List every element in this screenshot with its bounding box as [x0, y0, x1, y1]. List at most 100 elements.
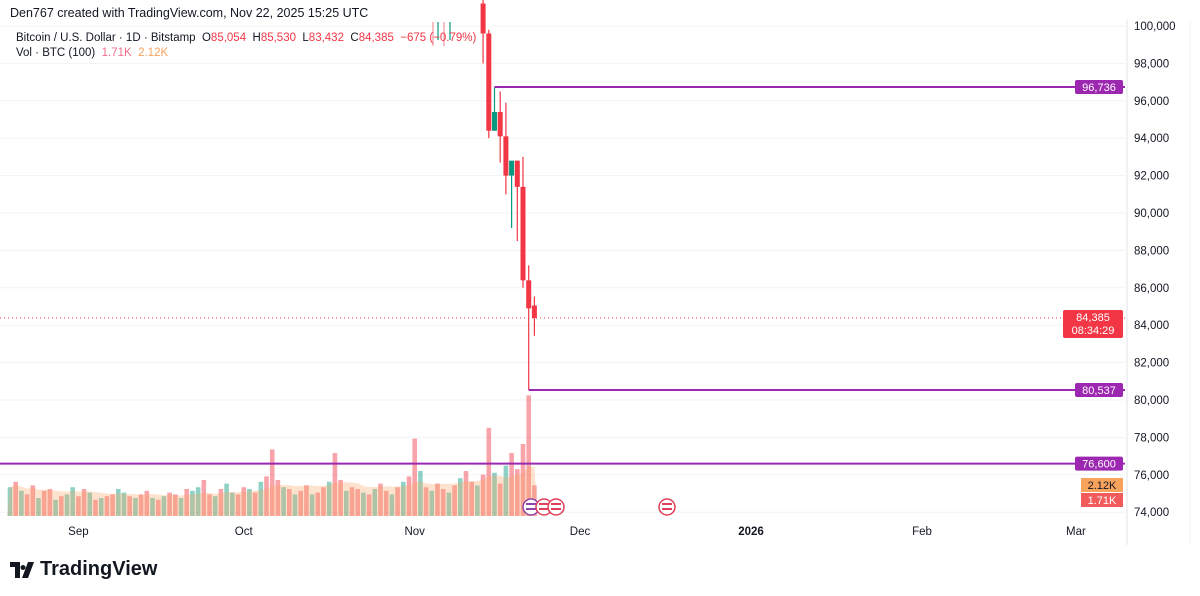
volume-bar	[503, 465, 509, 516]
candle-body	[531, 305, 537, 319]
volume-bar	[178, 498, 184, 516]
flag-stripe-icon	[526, 508, 536, 510]
volume-bar	[429, 490, 435, 516]
y-tick-label: 86,000	[1134, 283, 1169, 295]
volume-bar	[133, 498, 138, 516]
volume-bar	[446, 492, 452, 516]
volume-bar	[224, 483, 229, 516]
volume-ma-area	[7, 466, 538, 516]
volume-bar	[241, 487, 246, 516]
x-tick-label: Mar	[1066, 526, 1086, 538]
economic-event-icon	[658, 498, 676, 516]
volume-bar	[418, 471, 423, 516]
volume-bar	[287, 489, 292, 516]
candle-body	[480, 3, 486, 34]
x-tick-label: Feb	[912, 526, 932, 538]
volume-bar	[406, 476, 412, 516]
chart-legend: Bitcoin / U.S. Dollar · 1D · Bitstamp O8…	[16, 31, 476, 61]
last-price-label: 84,385	[1076, 312, 1110, 324]
volume-bar	[173, 494, 178, 516]
volume-bar	[440, 489, 446, 516]
volume-row: Vol · BTC (100) 1.71K 2.12K	[16, 46, 476, 61]
volume-bar	[515, 469, 520, 516]
volume-bar	[366, 494, 372, 516]
volume-bar	[104, 496, 110, 516]
volume-bar	[93, 499, 98, 516]
candle-body	[514, 160, 520, 187]
volume-bar	[389, 494, 395, 516]
level-price-tag	[1075, 80, 1123, 95]
candle-body	[497, 112, 503, 137]
volume-bar	[497, 483, 503, 516]
candle-body	[486, 33, 492, 131]
volume-bar	[127, 496, 132, 516]
volume-bar	[269, 449, 275, 516]
volume-bar	[344, 490, 349, 516]
x-tick-label: Sep	[68, 526, 88, 538]
volume-bar	[195, 487, 201, 516]
high-label: H	[252, 32, 261, 44]
chart-credit: Den767 created with TradingView.com, Nov…	[10, 6, 369, 20]
y-tick-label: 94,000	[1134, 133, 1169, 145]
volume-bar	[486, 427, 492, 516]
volume-bar	[207, 494, 212, 516]
volume-bar	[155, 499, 161, 516]
volume-bar	[7, 487, 13, 516]
volume-bar	[304, 485, 309, 516]
volume-bar	[372, 489, 378, 516]
x-tick-label: Dec	[570, 526, 591, 538]
volume-bar	[167, 492, 172, 516]
level-price-tag	[1075, 382, 1123, 397]
flag-stripe-icon	[662, 503, 672, 505]
volume-bar	[292, 494, 298, 516]
volume-bar	[59, 496, 64, 516]
last-price-tag	[1063, 310, 1123, 339]
volume-bar	[235, 494, 241, 516]
volume-bar	[309, 494, 315, 516]
volume-bar	[315, 492, 321, 516]
change-value: −675 (−0.79%)	[400, 32, 477, 44]
countdown-label: 08:34:29	[1072, 325, 1115, 337]
logo-text: TradingView	[40, 558, 158, 580]
x-tick-label: Nov	[404, 526, 425, 538]
volume-ma-tag-label: 2.12K	[1088, 480, 1117, 492]
volume-bar	[332, 453, 338, 516]
volume-bar	[475, 485, 480, 516]
low-label: L	[302, 32, 309, 44]
volume-title: Vol · BTC (100)	[16, 47, 96, 59]
y-tick-label: 98,000	[1134, 58, 1169, 70]
volume-bar	[36, 498, 41, 516]
candle-body	[526, 280, 532, 309]
close-label: C	[350, 32, 359, 44]
volume-bar	[338, 480, 343, 516]
ohlc-row: Bitcoin / U.S. Dollar · 1D · Bitstamp O8…	[16, 31, 476, 46]
volume-bar	[492, 472, 497, 516]
volume-bar	[321, 487, 326, 516]
volume-bar	[184, 489, 189, 516]
x-tick-label: 2026	[738, 526, 764, 538]
level-price-label: 80,537	[1082, 385, 1116, 397]
volume-bar	[13, 481, 18, 516]
volume-bar	[64, 494, 70, 516]
y-tick-label: 74,000	[1134, 507, 1169, 519]
volume-tag-label: 1.71K	[1088, 495, 1117, 507]
open-label: O	[201, 32, 211, 44]
volume-bar	[264, 476, 269, 516]
high-value: 85,530	[260, 32, 296, 44]
volume-bar	[110, 494, 115, 516]
flag-stripe-icon	[539, 508, 549, 510]
volume-bar	[161, 496, 167, 516]
candle-body	[520, 186, 526, 281]
y-tick-label: 100,000	[1134, 21, 1176, 33]
symbol-title: Bitcoin / U.S. Dollar · 1D · Bitstamp	[16, 32, 196, 44]
volume-bar	[41, 490, 47, 516]
open-value: 85,054	[210, 32, 247, 44]
x-tick-label: Oct	[235, 526, 254, 538]
volume-bar	[383, 490, 389, 516]
volume-bar	[355, 489, 360, 516]
y-tick-label: 96,000	[1134, 96, 1169, 108]
candle-body	[503, 136, 509, 176]
volume-bar	[258, 481, 264, 516]
volume-bar	[98, 498, 104, 516]
